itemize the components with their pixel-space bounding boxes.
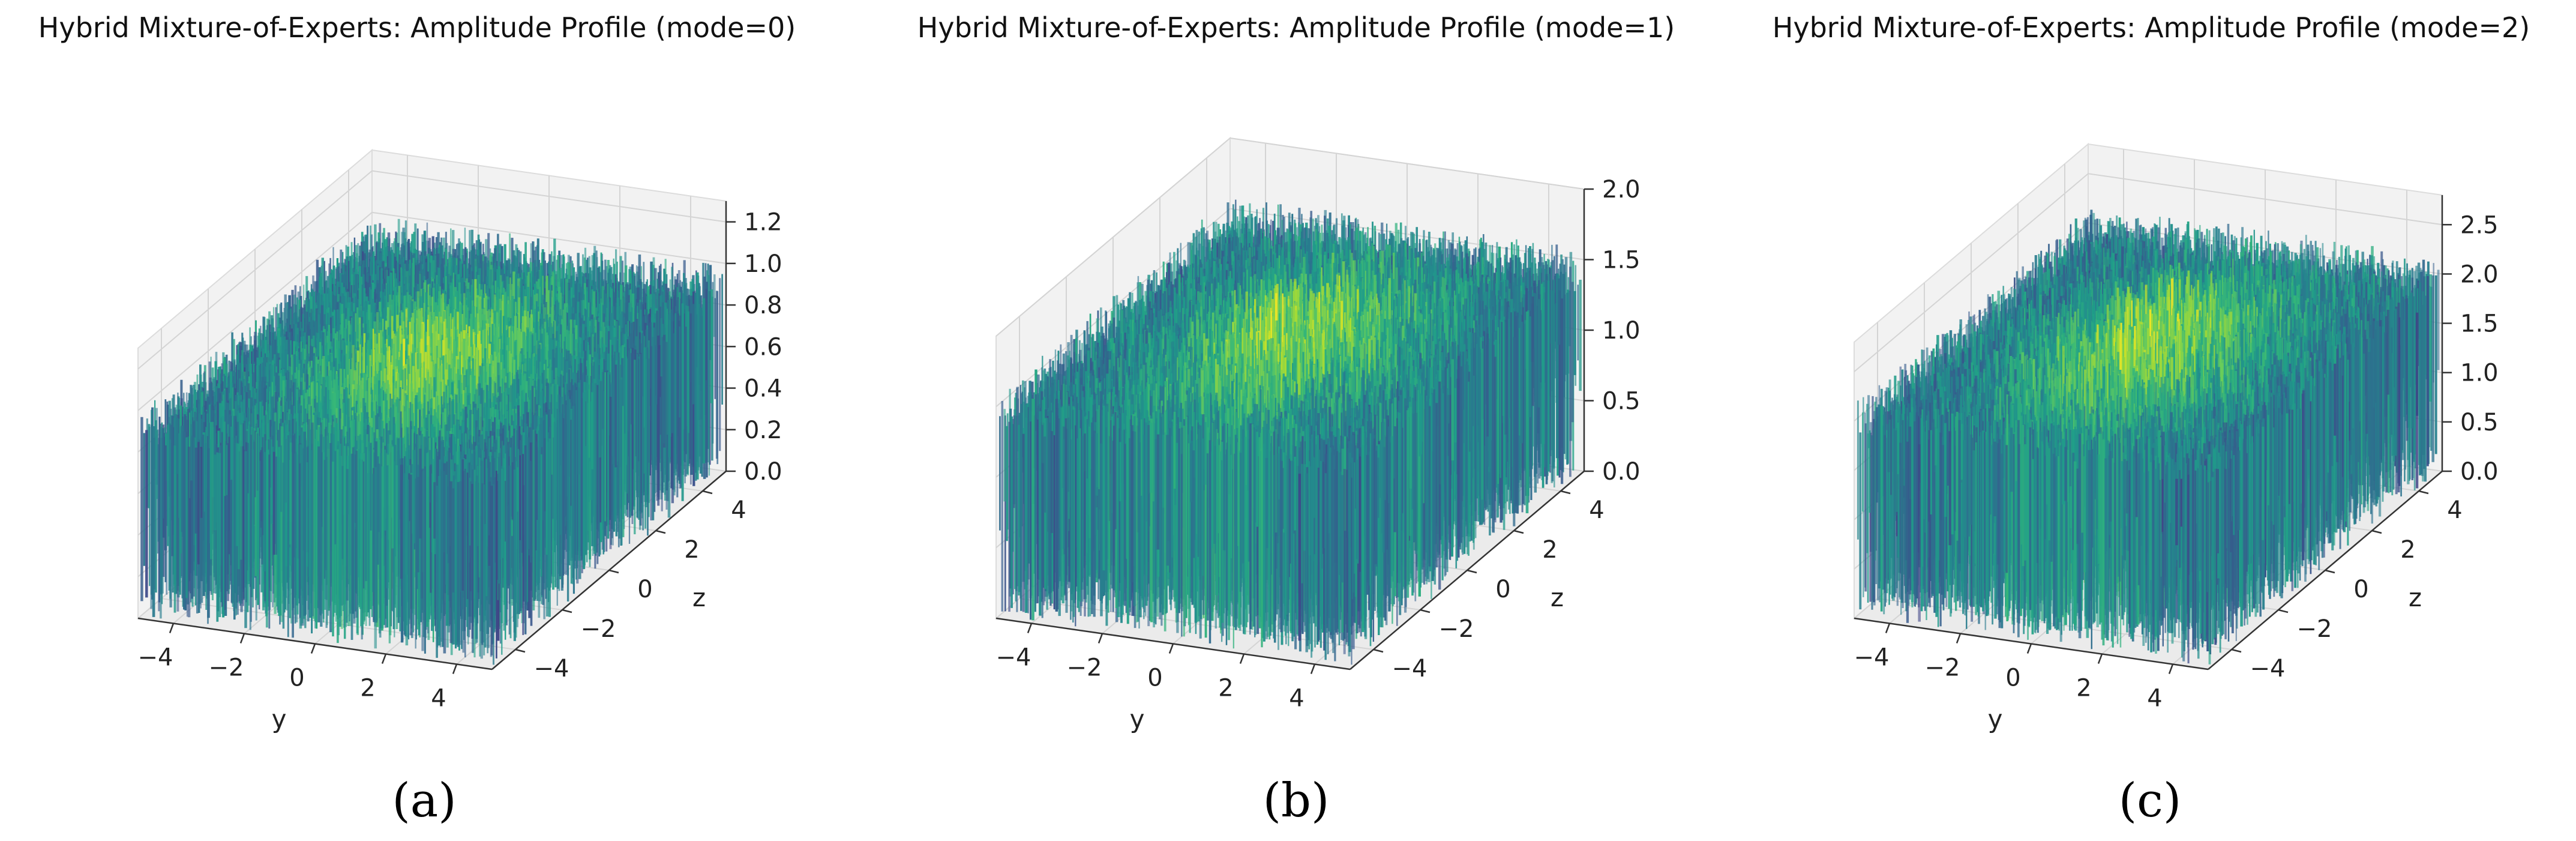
panel-1: −4 −2 0 2 4y−4−2024z0.00.20.40.60.81.01.2Hyb… [38, 11, 796, 828]
panels: −4 −2 0 2 4y−4−2024z0.00.20.40.60.81.01.2Hyb… [38, 11, 2530, 828]
